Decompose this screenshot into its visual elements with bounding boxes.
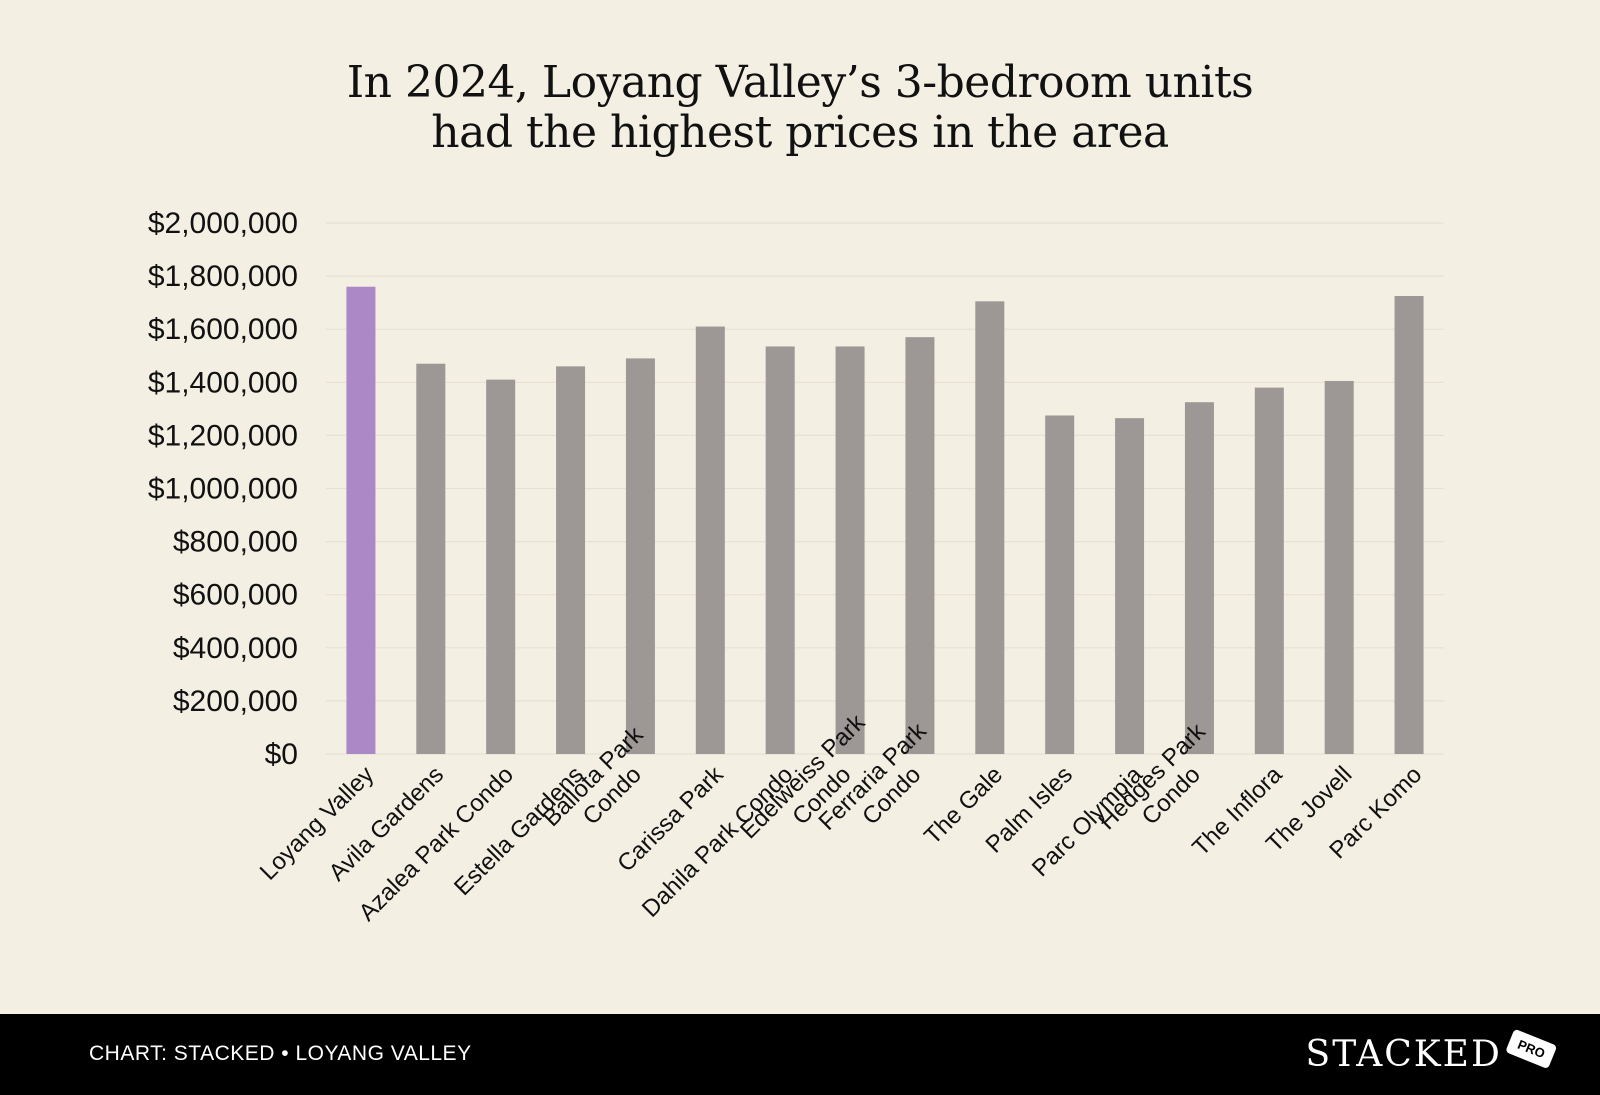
y-tick-label: $200,000 — [173, 685, 298, 718]
brand-name: STACKED — [1305, 1033, 1502, 1075]
y-tick-label: $2,000,000 — [148, 207, 298, 240]
bar — [1254, 387, 1284, 754]
y-tick-label: $1,000,000 — [148, 473, 298, 506]
bar — [1115, 418, 1145, 754]
bar — [905, 337, 935, 754]
pro-badge: PRO — [1505, 1028, 1558, 1069]
y-tick-label: $1,800,000 — [148, 260, 298, 293]
footer-bar: CHART: STACKED • LOYANG VALLEY STACKED P… — [0, 1014, 1600, 1095]
chart-title-line-2: had the highest prices in the area — [431, 107, 1169, 158]
bar — [1394, 296, 1424, 754]
bar — [1184, 402, 1214, 754]
y-tick-label: $1,200,000 — [148, 419, 298, 452]
chart-title: In 2024, Loyang Valley’s 3-bedroom units… — [0, 58, 1600, 158]
bar — [625, 358, 655, 754]
y-tick-label: $1,600,000 — [148, 313, 298, 346]
bar — [486, 379, 516, 754]
bar — [765, 346, 795, 754]
y-tick-label: $800,000 — [173, 526, 298, 559]
y-tick-label: $600,000 — [173, 579, 298, 612]
chart-source: CHART: STACKED • LOYANG VALLEY — [89, 1042, 472, 1065]
y-tick-label: $400,000 — [173, 632, 298, 665]
bar — [346, 286, 376, 754]
bar — [975, 301, 1005, 754]
y-tick-label: $1,400,000 — [148, 366, 298, 399]
y-tick-label: $0 — [265, 738, 298, 771]
brand-logo: STACKED PRO — [1305, 1028, 1558, 1080]
bar — [835, 346, 865, 754]
bar — [556, 366, 586, 754]
bar-chart: $0 $200,000 $400,000 $600,000 $800,000 $1,000… — [148, 207, 1444, 926]
bar — [1324, 380, 1354, 754]
bar — [416, 363, 446, 754]
chart-title-line-1: In 2024, Loyang Valley’s 3-bedroom units — [346, 57, 1254, 108]
bar — [1045, 415, 1075, 754]
bar — [695, 326, 725, 754]
